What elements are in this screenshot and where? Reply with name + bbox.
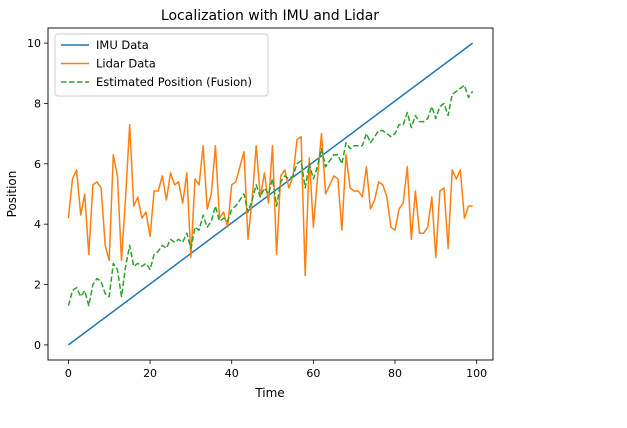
y-axis-label: Position (5, 171, 19, 218)
y-tick-label: 0 (34, 339, 41, 352)
legend-label: IMU Data (96, 38, 149, 52)
y-axis: 0 2 4 6 8 10 (27, 37, 48, 352)
x-tick-label: 40 (225, 367, 239, 380)
axes-frame (47, 27, 494, 361)
y-tick-label: 6 (34, 158, 41, 171)
plot-area (67, 42, 474, 346)
x-tick-label: 100 (466, 367, 487, 380)
x-axis-label: Time (254, 386, 284, 400)
y-tick-label: 8 (34, 97, 41, 110)
series-line-1 (67, 42, 474, 346)
y-tick-label: 10 (27, 37, 41, 50)
x-tick-label: 20 (143, 367, 157, 380)
legend-label: Estimated Position (Fusion) (96, 75, 252, 89)
x-axis: 0 20 40 60 80 100 (65, 360, 487, 380)
y-tick-label: 4 (34, 218, 41, 231)
legend-box (54, 33, 269, 97)
x-tick-label: 80 (388, 367, 402, 380)
legend-label: Lidar Data (96, 57, 156, 71)
legend: IMU Data Lidar Data Estimated Position (Fu… (54, 33, 269, 97)
chart-title: Localization with IMU and Lidar (161, 8, 379, 24)
x-tick-label: 60 (306, 367, 320, 380)
series-line-2 (67, 123, 473, 277)
y-tick-label: 2 (34, 279, 41, 292)
x-tick-label: 0 (65, 367, 72, 380)
series-line-3 (67, 84, 474, 307)
